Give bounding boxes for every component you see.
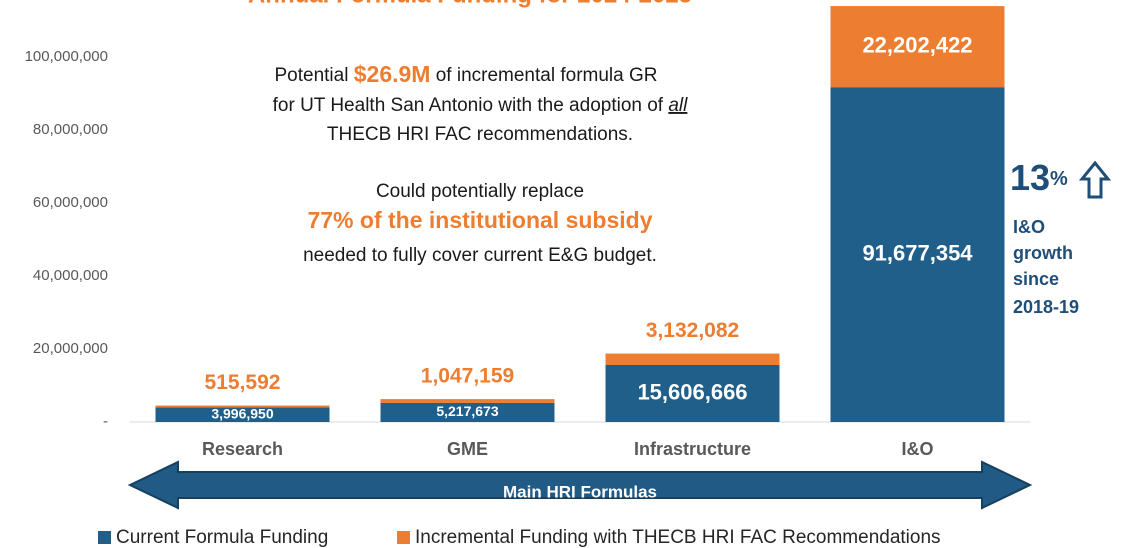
note: needed to fully cover current E&G budget… <box>303 245 657 266</box>
y-tick-label: 40,000,000 <box>33 267 108 284</box>
note-emphasis: all <box>668 95 688 116</box>
bar-segment <box>605 353 780 366</box>
legend-label: Current Formula Funding <box>116 527 328 548</box>
value-label: 5,217,673 <box>436 403 498 419</box>
growth-value: 13 <box>1010 157 1050 198</box>
note-highlight: 77% of the institutional subsidy <box>307 207 652 233</box>
chart-title: Annual Formula Funding for 2024-2025 <box>248 0 692 8</box>
value-label: 15,606,666 <box>637 379 747 404</box>
bar-segment <box>380 399 555 403</box>
legend-swatch <box>397 531 410 544</box>
note: for UT Health San Antonio with the adopt… <box>273 95 689 116</box>
y-tick-label: 100,000,000 <box>25 48 108 65</box>
growth-text: I&O <box>1013 217 1045 237</box>
growth-unit: % <box>1050 168 1068 190</box>
x-tick-label: Infrastructure <box>634 439 751 459</box>
x-tick-label: GME <box>447 439 488 459</box>
note: Could potentially replace <box>376 181 584 202</box>
growth-text: 2018-19 <box>1013 297 1079 317</box>
note-highlight: $26.9M <box>354 61 431 87</box>
x-tick-label: Research <box>202 439 283 459</box>
note: Potential $26.9M of incremental formula … <box>275 61 658 87</box>
bar-segment <box>830 87 1005 423</box>
bar-segment <box>380 402 555 422</box>
growth-text: growth <box>1013 243 1073 263</box>
y-tick-label: 60,000,000 <box>33 194 108 211</box>
value-label: 3,996,950 <box>211 405 273 421</box>
range-arrow <box>127 460 1033 510</box>
arrow-label: Main HRI Formulas <box>503 482 657 501</box>
note-text: for UT Health San Antonio with the adopt… <box>273 95 669 116</box>
legend-swatch <box>98 531 111 544</box>
note-text: of incremental formula GR <box>430 65 657 86</box>
y-tick-label: - <box>103 413 108 430</box>
up-arrow <box>1078 160 1112 199</box>
bar-segment <box>605 365 780 422</box>
legend-label: Incremental Funding with THECB HRI FAC R… <box>415 527 941 548</box>
note: THECB HRI FAC recommendations. <box>327 124 633 145</box>
x-tick-label: I&O <box>901 439 933 459</box>
value-label: 91,677,354 <box>862 240 973 265</box>
y-tick-label: 20,000,000 <box>33 340 108 357</box>
value-label: 3,132,082 <box>646 319 739 342</box>
value-label: 22,202,422 <box>862 32 972 57</box>
bar-segment <box>830 6 1005 88</box>
value-label: 1,047,159 <box>421 365 514 388</box>
note-text: Potential <box>275 65 354 86</box>
bar-segment <box>155 405 330 408</box>
growth-text: since <box>1013 269 1059 289</box>
growth-number: 13% <box>1010 157 1068 198</box>
value-label: 515,592 <box>205 371 281 394</box>
bar-segment <box>155 407 330 422</box>
y-tick-label: 80,000,000 <box>33 121 108 138</box>
